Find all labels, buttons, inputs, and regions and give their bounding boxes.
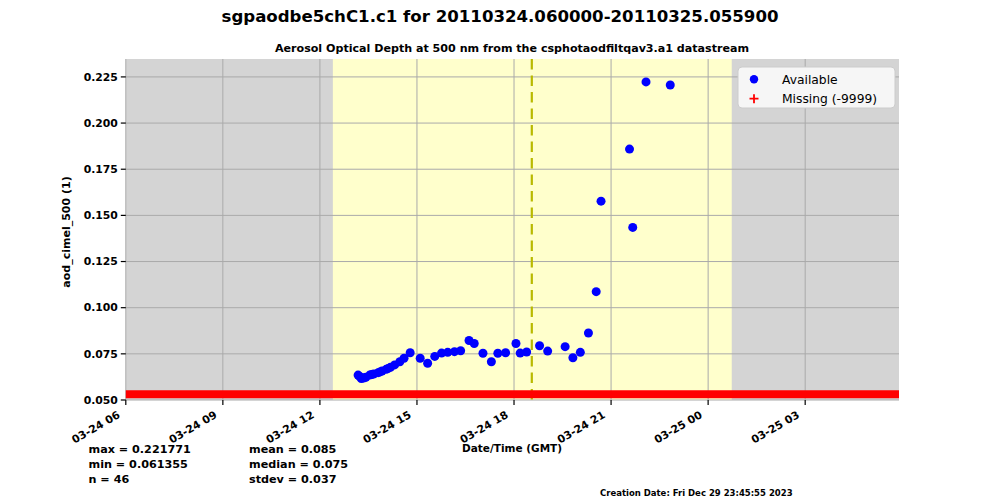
stat-line: mean = 0.085 (249, 442, 348, 457)
data-point (478, 349, 487, 358)
y-tick-label: 0.175 (84, 163, 118, 176)
data-point (416, 354, 425, 363)
data-point (625, 145, 634, 154)
stats-left: max = 0.221771min = 0.061355n = 46 (89, 442, 191, 487)
stat-line: max = 0.221771 (89, 442, 191, 457)
y-tick-label: 0.150 (84, 209, 118, 222)
aod-scatter-chart: 0.050 0.075 0.100 0.125 0.150 0.175 0.200 0.225… (0, 0, 1000, 500)
x-tick-label: 03-24 15 (361, 408, 414, 446)
data-point (406, 348, 415, 357)
x-tick-label: 03-24 12 (264, 408, 317, 446)
data-point (592, 287, 601, 296)
data-point (511, 339, 520, 348)
data-point (456, 346, 465, 355)
creation-date: Creation Date: Fri Dec 29 23:45:55 2023 (600, 488, 793, 498)
data-point (628, 223, 637, 232)
stat-line: n = 46 (89, 472, 191, 487)
y-tick-label: 0.100 (84, 301, 118, 314)
data-point (597, 197, 606, 206)
legend-available-label: Available (782, 73, 838, 87)
y-tick-label: 0.200 (84, 117, 118, 130)
x-tick-label: 03-24 06 (70, 408, 123, 446)
data-point (543, 347, 552, 356)
data-point (666, 81, 675, 90)
stat-line: median = 0.075 (249, 457, 348, 472)
x-tick-label: 03-24 18 (458, 408, 511, 446)
y-tick-label: 0.050 (84, 394, 118, 407)
data-point (568, 353, 577, 362)
data-point (493, 349, 502, 358)
data-point (423, 359, 432, 368)
x-tick-label: 03-24 09 (167, 408, 220, 446)
x-tick-label: 03-24 21 (555, 408, 608, 446)
data-point (642, 77, 651, 86)
data-point (470, 339, 479, 348)
page-title: sgpaodbe5chC1.c1 for 20110324.060000-201… (0, 7, 1000, 26)
data-point (561, 342, 570, 351)
chart-subtitle: Aerosol Optical Depth at 500 nm from the… (0, 42, 1000, 55)
x-tick-label: 03-25 00 (652, 408, 705, 446)
data-point (522, 347, 531, 356)
stat-line: stdev = 0.037 (249, 472, 348, 487)
y-tick-label: 0.075 (84, 348, 118, 361)
data-point (501, 348, 510, 357)
data-point (535, 341, 544, 350)
data-point (487, 357, 496, 366)
data-point (584, 328, 593, 337)
y-axis-label: aod_cimel_500 (1) (60, 176, 73, 287)
legend-missing-label: Missing (-9999) (782, 92, 877, 106)
x-tick-label: 03-25 03 (749, 408, 802, 446)
y-tick-label: 0.125 (84, 255, 118, 268)
data-point (576, 348, 585, 357)
stat-line: min = 0.061355 (89, 457, 191, 472)
y-tick-label: 0.225 (84, 71, 118, 84)
stats-right: mean = 0.085median = 0.075stdev = 0.037 (249, 442, 348, 487)
figure: 0.050 0.075 0.100 0.125 0.150 0.175 0.200 0.225… (0, 0, 1000, 500)
legend-available-marker (750, 75, 758, 83)
